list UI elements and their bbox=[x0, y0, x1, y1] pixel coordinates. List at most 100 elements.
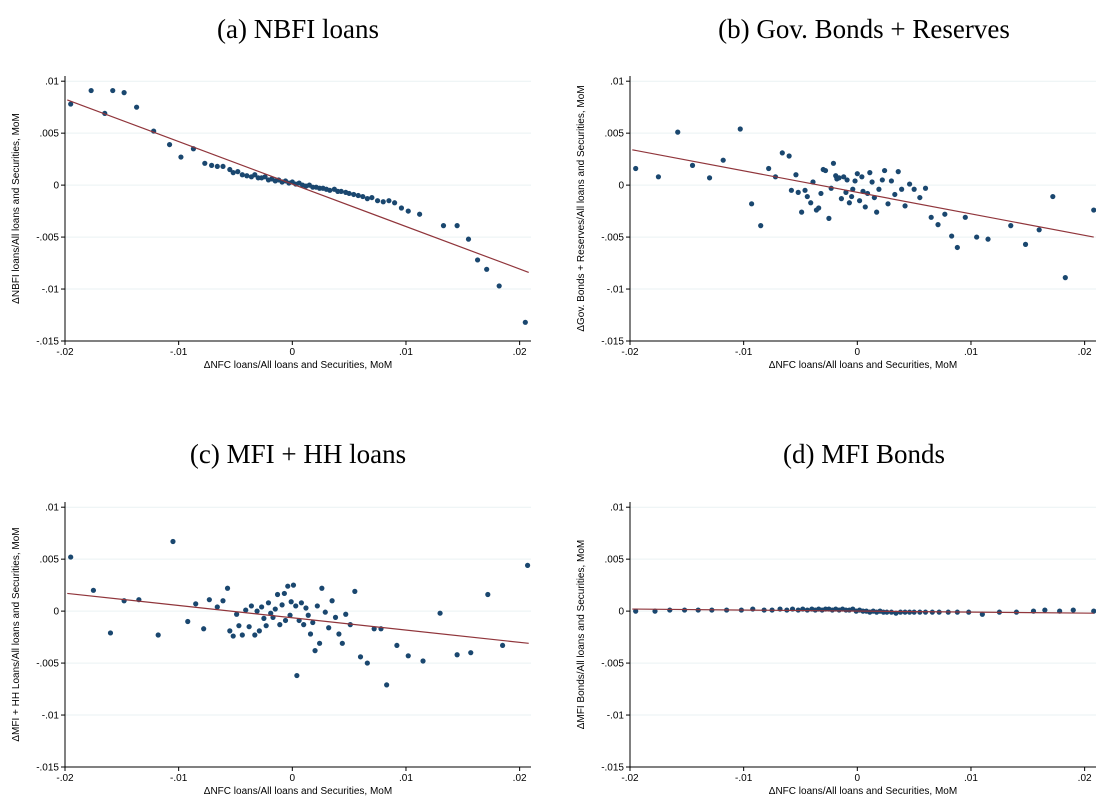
fit-line bbox=[67, 99, 529, 273]
y-axis-label: ΔGov. Bonds + Reserves/All loans and Sec… bbox=[576, 85, 587, 331]
scatter-point bbox=[288, 599, 294, 605]
scatter-point bbox=[121, 90, 127, 96]
scatter-point bbox=[285, 583, 291, 589]
scatter-point bbox=[374, 198, 381, 204]
scatter-point bbox=[254, 608, 260, 614]
scatter-point bbox=[220, 598, 226, 604]
scatter-point bbox=[454, 652, 460, 658]
y-tick-label: -.005 bbox=[36, 233, 59, 244]
scatter-point bbox=[185, 618, 191, 625]
scatter-point bbox=[935, 222, 941, 228]
y-tick-label: -.01 bbox=[42, 711, 60, 722]
scatter-point bbox=[282, 617, 289, 624]
scatter-point bbox=[849, 193, 855, 200]
scatter-point bbox=[343, 611, 349, 617]
scatter-point bbox=[239, 632, 245, 638]
scatter-point bbox=[1022, 241, 1029, 247]
scatter-point bbox=[655, 174, 662, 180]
scatter-point bbox=[360, 193, 366, 200]
scatter-point bbox=[272, 606, 278, 612]
scatter-point bbox=[380, 199, 386, 205]
x-tick-label: .01 bbox=[964, 773, 978, 784]
scatter-point bbox=[202, 160, 208, 166]
scatter-point bbox=[437, 610, 443, 616]
scatter-point bbox=[281, 590, 287, 597]
x-axis-label: ΔNFC loans/All loans and Securities, MoM bbox=[204, 360, 392, 371]
scatter-point bbox=[230, 633, 236, 639]
scatter-point bbox=[230, 170, 236, 176]
scatter-point bbox=[332, 614, 339, 620]
panel-title: (c) MFI + HH loans bbox=[190, 439, 406, 469]
scatter-point bbox=[355, 192, 361, 199]
scatter-point bbox=[468, 650, 474, 656]
scatter-point bbox=[928, 214, 934, 220]
scatter-point bbox=[394, 642, 400, 649]
scatter-point bbox=[322, 609, 328, 615]
x-tick-label: .01 bbox=[964, 347, 978, 358]
x-tick-label: .01 bbox=[399, 347, 413, 358]
y-tick-label: -.015 bbox=[36, 763, 59, 774]
scatter-point bbox=[243, 607, 249, 613]
scatter-point bbox=[689, 162, 696, 168]
scatter-point bbox=[892, 191, 898, 198]
scatter-point bbox=[779, 150, 785, 156]
scatter-point bbox=[259, 604, 265, 610]
scatter-point bbox=[485, 591, 491, 598]
scatter-point bbox=[867, 170, 873, 176]
scatter-point bbox=[263, 623, 269, 629]
scatter-point bbox=[881, 167, 888, 174]
scatter-point bbox=[170, 538, 176, 545]
scatter-point bbox=[279, 602, 285, 608]
scatter-point bbox=[1062, 275, 1068, 281]
scatter-point bbox=[268, 610, 274, 616]
scatter-point bbox=[788, 187, 794, 193]
scatter-point bbox=[277, 622, 283, 628]
scatter-point bbox=[793, 172, 799, 178]
scatter-point bbox=[826, 215, 832, 221]
scatter-point bbox=[248, 603, 254, 609]
scatter-point bbox=[417, 211, 423, 217]
scatter-point bbox=[902, 203, 908, 209]
scatter-point bbox=[758, 223, 764, 229]
scatter-point bbox=[326, 625, 332, 631]
scatter-point bbox=[236, 623, 242, 629]
scatter-point bbox=[917, 194, 923, 201]
scatter-point bbox=[319, 585, 325, 591]
scatter-point bbox=[339, 640, 345, 646]
scatter-point bbox=[750, 606, 756, 612]
scatter-point bbox=[420, 658, 426, 664]
scatter-point bbox=[830, 160, 837, 166]
scatter-point bbox=[876, 186, 882, 192]
scatter-point bbox=[193, 601, 199, 607]
scatter-point bbox=[633, 165, 639, 172]
scatter-point bbox=[888, 609, 895, 615]
scatter-point bbox=[290, 582, 297, 588]
scatter-point bbox=[524, 562, 531, 568]
scatter-point bbox=[633, 608, 639, 614]
scatter-point bbox=[234, 611, 240, 617]
x-axis-label: ΔNFC loans/All loans and Securities, MoM bbox=[769, 786, 957, 797]
scatter-point bbox=[134, 104, 140, 110]
scatter-point bbox=[818, 190, 824, 197]
scatter-point bbox=[298, 600, 305, 606]
scatter-point bbox=[371, 626, 377, 632]
scatter-point bbox=[364, 196, 370, 202]
y-axis-label: ΔMFI + HH Loans/All loans and Securities… bbox=[11, 527, 22, 741]
scatter-point bbox=[214, 163, 220, 170]
x-tick-label: -.02 bbox=[621, 347, 639, 358]
scatter-point bbox=[303, 605, 309, 611]
y-tick-label: .01 bbox=[610, 503, 624, 514]
scatter-point bbox=[327, 187, 333, 193]
y-tick-label: 0 bbox=[618, 607, 624, 618]
y-tick-label: -.005 bbox=[601, 233, 624, 244]
x-tick-label: -.01 bbox=[735, 773, 753, 784]
scatter-point bbox=[310, 619, 316, 626]
scatter-point bbox=[804, 193, 810, 200]
y-axis-label: ΔMFI Bonds/All loans and Securities, MoM bbox=[576, 540, 587, 730]
scatter-point bbox=[795, 189, 801, 195]
panel-title: (a) NBFI loans bbox=[217, 14, 379, 44]
scatter-point bbox=[301, 622, 307, 628]
y-tick-label: 0 bbox=[53, 607, 59, 618]
scatter-point bbox=[879, 177, 885, 183]
